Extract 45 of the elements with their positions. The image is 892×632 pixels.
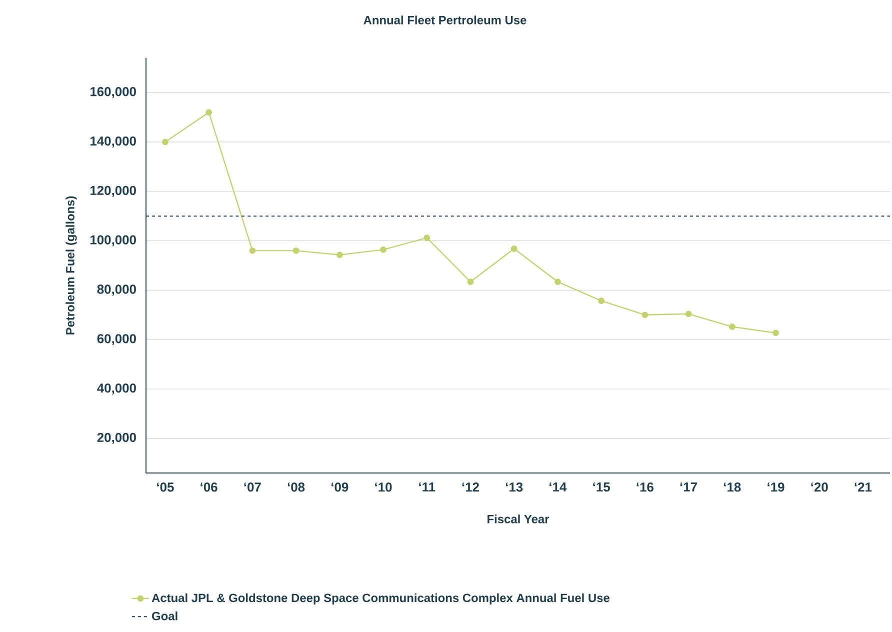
point [554,278,561,285]
x-tick-label: ‘15 [593,482,610,492]
x-tick-label: ‘19 [768,482,784,492]
legend-label: Goal [152,612,178,620]
x-tick-label: ‘06 [200,482,218,492]
x-tick-label: ‘13 [506,482,523,492]
y-tick-label: 120,000 [90,186,136,197]
y-tick-label: 100,000 [90,235,136,246]
x-tick-label: ‘09 [332,482,348,492]
x-tick-label: ‘10 [375,482,392,492]
x-tick-label: ‘12 [462,482,479,492]
point [510,245,518,252]
y-axis-title: Petroleum Fuel (gallons) [66,196,77,334]
point [772,330,779,336]
point [424,234,430,242]
point [642,312,648,318]
point [292,247,300,254]
y-tick-label: 40,000 [97,383,136,395]
point [685,310,692,318]
x-tick-label: ‘16 [636,482,654,492]
x-tick-label: ‘18 [724,482,741,492]
point [598,298,604,304]
point [336,252,343,258]
point [206,109,212,116]
x-tick-label: ‘20 [811,482,828,492]
x-tick-label: ‘11 [419,482,436,492]
chart-title: Annual Fleet Pertroleum Use [364,16,526,24]
x-tick-label: ‘05 [157,482,174,492]
point [249,247,256,254]
x-tick-label: ‘08 [288,482,305,492]
point [728,324,736,330]
x-tick-label: ‘14 [550,482,567,492]
y-tick-label: 60,000 [97,334,136,346]
legend-label: Actual JPL & Goldstone Deep Space Communications Complex Annual Fuel Use [152,593,610,605]
x-axis-title: Fiscal Year [488,514,550,524]
x-tick-label: ‘21 [854,482,872,492]
point [162,138,168,146]
x-tick-label: ‘07 [244,482,261,492]
point [380,246,386,253]
point [467,278,474,285]
y-tick-label: 80,000 [97,284,136,296]
y-tick-label: 20,000 [97,432,136,444]
y-tick-label: 160,000 [90,87,136,98]
y-tick-label: 140,000 [90,136,136,148]
x-tick-label: ‘17 [680,482,697,492]
